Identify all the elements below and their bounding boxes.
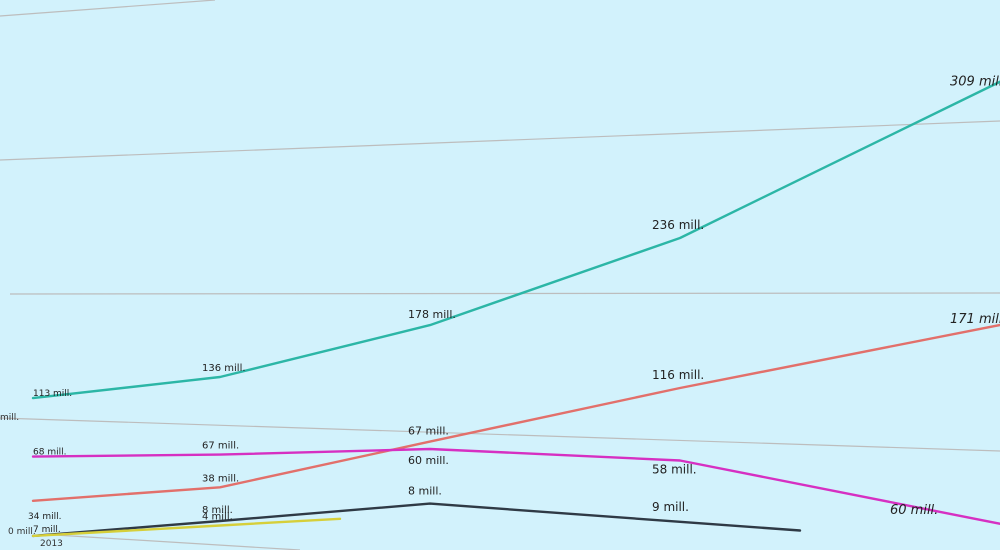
data-label: 9 mill.: [652, 500, 689, 514]
series-line-yellow: [31, 517, 342, 538]
data-label: 58 mill.: [652, 463, 697, 477]
gridline: [54, 534, 301, 550]
data-label: 236 mill.: [652, 218, 704, 232]
gridline: [0, 417, 1000, 452]
gridline: [9, 292, 1000, 295]
x-tick-label: 2013: [40, 539, 63, 549]
data-label: 113 mill.: [33, 389, 72, 399]
data-label: 4 mill.: [202, 512, 233, 523]
gridline: [0, 0, 216, 17]
axis-labels: mill. 0 mill. 2013: [0, 413, 63, 549]
data-label: 178 mill.: [408, 308, 456, 321]
series-line-teal: [31, 80, 1000, 400]
data-label: 60 mill.: [408, 454, 449, 467]
data-label: 67 mill.: [202, 441, 239, 452]
data-label: 116 mill.: [652, 368, 704, 382]
data-label: 34 mill.: [28, 512, 61, 522]
data-label: 136 mill.: [202, 363, 246, 374]
series-line-salmon: [31, 323, 1000, 502]
series-line-dark: [31, 502, 802, 538]
gridline: [0, 120, 1000, 161]
data-label: 171 mill.: [950, 312, 1000, 327]
data-labels: 113 mill. 136 mill. 178 mill. 236 mill. 309 …: [28, 75, 1000, 535]
data-label: 7 mill.: [33, 525, 61, 535]
data-label: 309 mill.: [950, 75, 1000, 90]
data-label: 60 mill.: [890, 503, 938, 518]
y-tick-label: mill.: [0, 413, 19, 423]
data-label: 8 mill.: [408, 485, 442, 498]
y-tick-label: 0 mill.: [8, 527, 36, 537]
series-layer: [31, 80, 1000, 538]
data-label: 8 mill.: [202, 505, 233, 516]
data-label: 68 mill.: [33, 448, 66, 458]
data-label: 38 mill.: [202, 473, 239, 484]
data-label: 67 mill.: [408, 425, 449, 438]
series-line-magenta: [31, 447, 1000, 525]
